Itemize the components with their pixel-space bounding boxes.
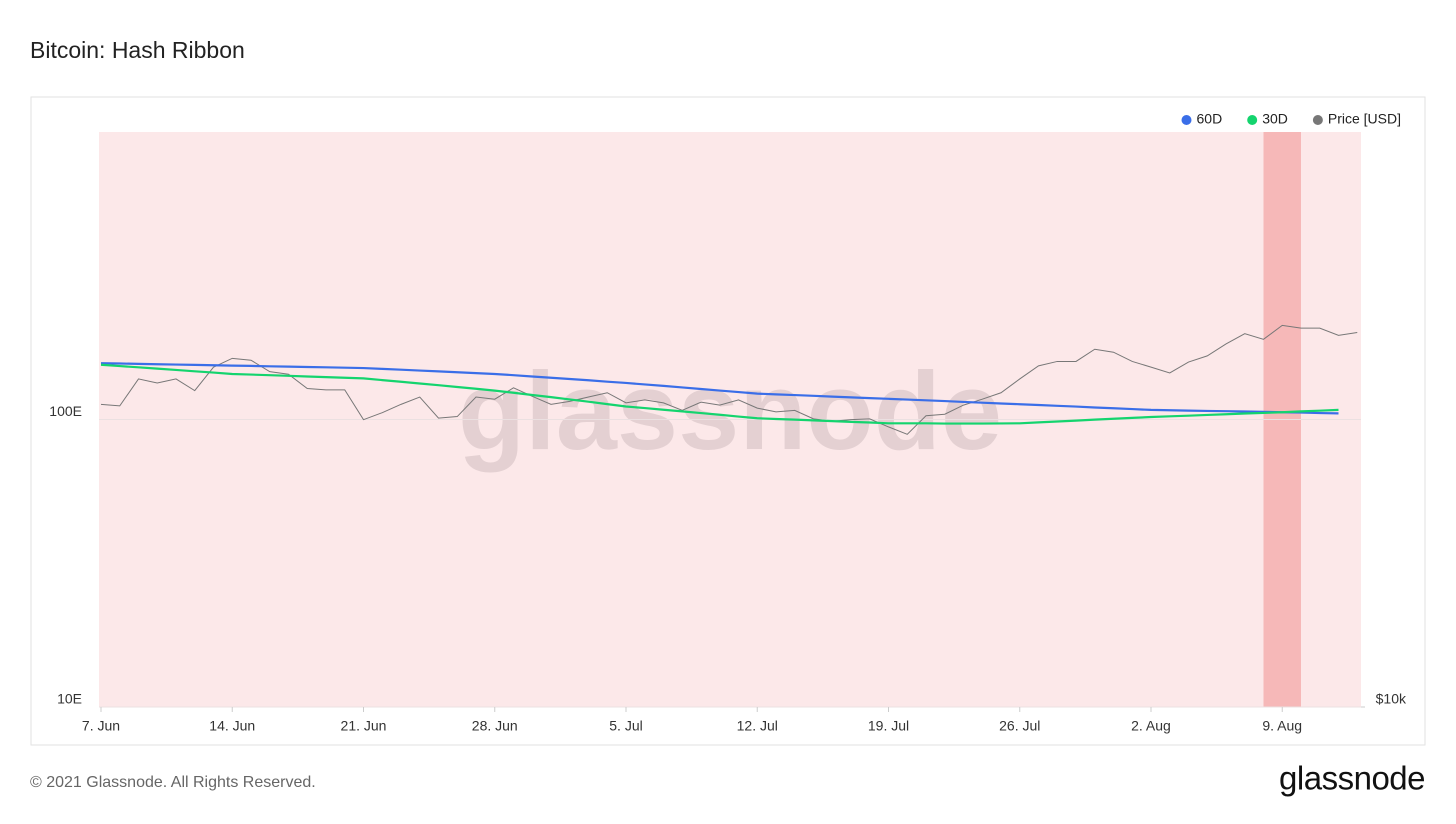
y-tick-label: 10E xyxy=(57,691,82,707)
chart-frame xyxy=(30,96,1426,746)
y2-tick-label: $10k xyxy=(1376,691,1407,707)
x-tick-label: 5. Jul xyxy=(609,718,642,734)
legend-label: 60D xyxy=(1197,111,1223,127)
x-tick-label: 12. Jul xyxy=(737,718,778,734)
x-tick-label: 26. Jul xyxy=(999,718,1040,734)
legend-swatch xyxy=(1312,115,1323,125)
legend-label: 30D xyxy=(1262,111,1288,127)
series-line xyxy=(100,362,1339,415)
x-tick-label: 28. Jun xyxy=(472,718,518,734)
watermark: glassnode xyxy=(458,350,1002,473)
y-tick-label: 100E xyxy=(49,403,82,419)
legend-swatch xyxy=(1247,115,1258,125)
x-tick-label: 7. Jun xyxy=(82,718,120,734)
x-tick-label: 21. Jun xyxy=(341,718,387,734)
logo: glassnode xyxy=(1279,760,1425,797)
x-tick-label: 9. Aug xyxy=(1262,718,1302,734)
footer: © 2021 Glassnode. All Rights Reserved. xyxy=(30,774,316,791)
series-line xyxy=(100,363,1339,425)
x-tick-label: 14. Jun xyxy=(209,718,255,734)
legend-label: Price [USD] xyxy=(1328,111,1401,127)
x-tick-label: 19. Jul xyxy=(868,718,909,734)
legend-swatch xyxy=(1181,115,1192,125)
series-line xyxy=(100,324,1358,435)
x-tick-label: 2. Aug xyxy=(1131,718,1171,734)
chart-title: Bitcoin: Hash Ribbon xyxy=(30,37,245,63)
